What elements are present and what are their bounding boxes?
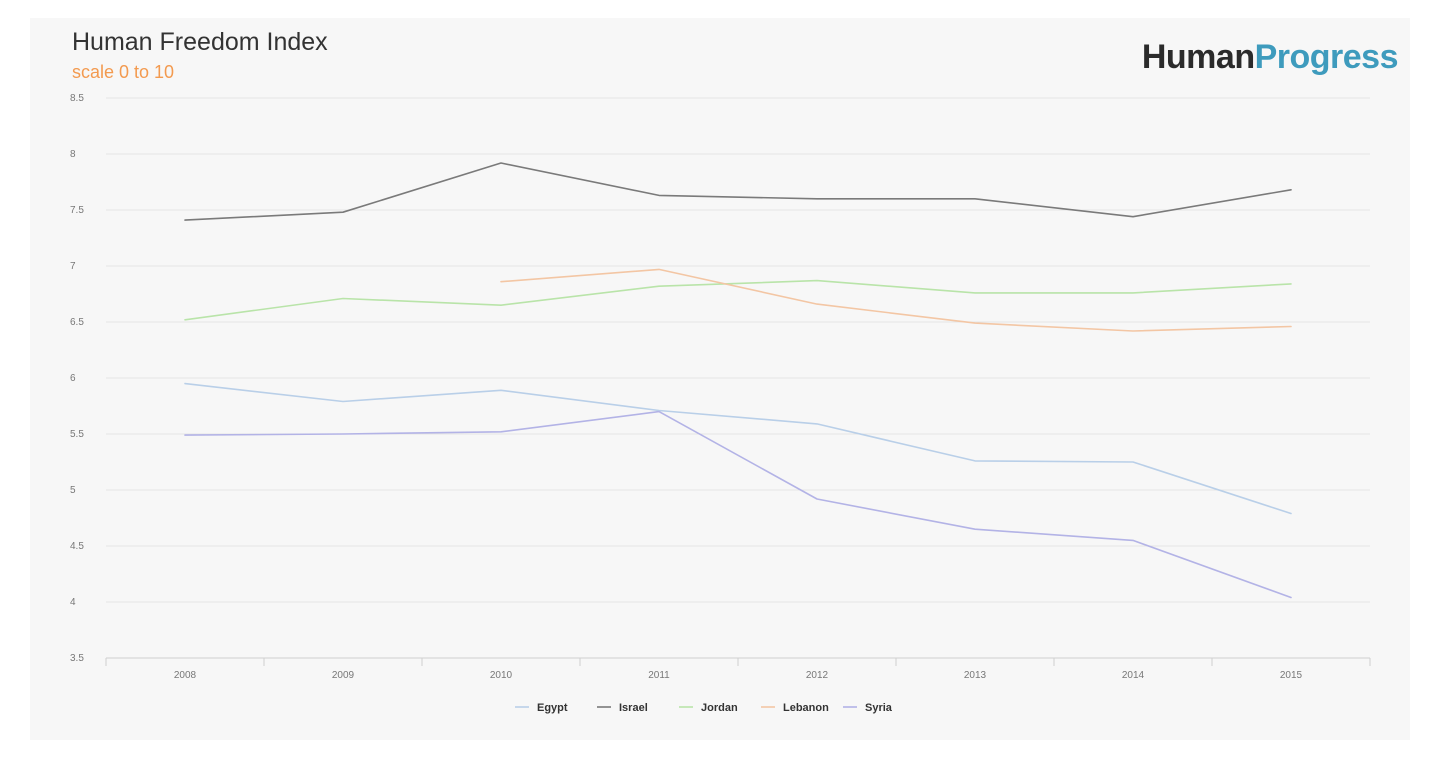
series-line-lebanon xyxy=(500,268,1292,332)
series-line-israel xyxy=(184,162,1292,221)
legend-label-egypt: Egypt xyxy=(537,702,568,714)
legend-label-jordan: Jordan xyxy=(701,702,738,714)
y-tick-label: 7 xyxy=(70,261,76,272)
chart-title: Human Freedom Index xyxy=(72,28,328,56)
y-tick-label: 7.5 xyxy=(70,205,84,216)
y-tick-label: 4 xyxy=(70,597,76,608)
x-tick-label: 2012 xyxy=(806,670,829,681)
chart-subtitle: scale 0 to 10 xyxy=(72,62,175,82)
brand-logo[interactable]: HumanProgress xyxy=(1141,38,1399,77)
series-line-syria xyxy=(184,410,1292,599)
y-tick-label: 8 xyxy=(70,149,76,160)
legend-label-syria: Syria xyxy=(865,702,893,714)
y-tick-label: 5 xyxy=(70,485,76,496)
y-tick-label: 4.5 xyxy=(70,541,84,552)
y-tick-label: 8.5 xyxy=(70,93,84,104)
x-tick-label: 2009 xyxy=(332,670,355,681)
legend-label-lebanon: Lebanon xyxy=(783,702,829,714)
brand-logo-part2: Progress xyxy=(1254,38,1399,76)
chart-panel: Human Freedom Index scale 0 to 10 HumanP… xyxy=(30,18,1410,740)
x-tick-label: 2011 xyxy=(648,670,670,681)
brand-logo-part1: Human xyxy=(1141,38,1255,76)
line-chart: 3.5 4 4.5 5 5.5 6 6.5 7 7.5 8 8.5 2008 2009 2010 2011 2… xyxy=(70,93,1371,714)
x-tick-label: 2015 xyxy=(1280,670,1303,681)
y-tick-label: 6 xyxy=(70,373,76,384)
x-tick-label: 2010 xyxy=(490,670,513,681)
x-tick-label: 2008 xyxy=(174,670,197,681)
series-line-egypt xyxy=(184,382,1292,515)
y-tick-label: 5.5 xyxy=(70,429,84,440)
x-tick-label: 2013 xyxy=(964,670,987,681)
y-tick-label: 6.5 xyxy=(70,317,84,328)
y-tick-label: 3.5 xyxy=(70,653,84,664)
legend-label-israel: Israel xyxy=(619,702,648,714)
x-tick-label: 2014 xyxy=(1122,670,1145,681)
series-line-jordan xyxy=(184,279,1292,321)
